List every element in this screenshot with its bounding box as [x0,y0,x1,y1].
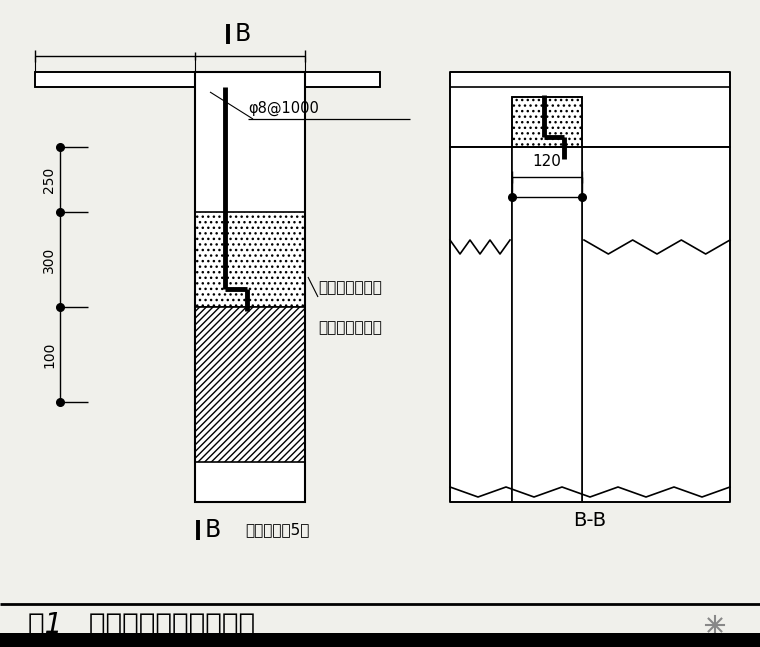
Bar [195,72,305,502]
Bar [305,72,380,87]
Bar [195,212,305,307]
Bar [512,97,582,147]
Bar [450,72,730,147]
Bar [450,147,512,502]
Bar [35,72,195,87]
Text: B-B: B-B [574,510,606,529]
Text: 砖墙时随每皮砖: 砖墙时随每皮砖 [318,280,382,295]
Bar [195,72,305,502]
Text: 300: 300 [42,247,56,272]
Text: 用砂浆分层填实: 用砂浆分层填实 [318,320,382,335]
Text: φ8@1000: φ8@1000 [248,101,319,116]
Bar [0,633,760,647]
Text: B: B [235,22,252,46]
Bar [195,307,305,462]
Bar [512,147,582,502]
Text: 120: 120 [533,154,562,169]
Text: 墙长度大于5米: 墙长度大于5米 [245,523,309,538]
Text: B: B [205,518,221,542]
Text: 图1   砖墙顶部与梁连接做法: 图1 砖墙顶部与梁连接做法 [28,611,255,639]
Bar [305,72,380,87]
Text: zhulong.com: zhulong.com [676,635,724,644]
Bar [512,97,582,147]
Bar [35,72,195,87]
Bar [582,147,730,502]
Text: 100: 100 [42,342,56,367]
Text: 250: 250 [42,166,56,193]
